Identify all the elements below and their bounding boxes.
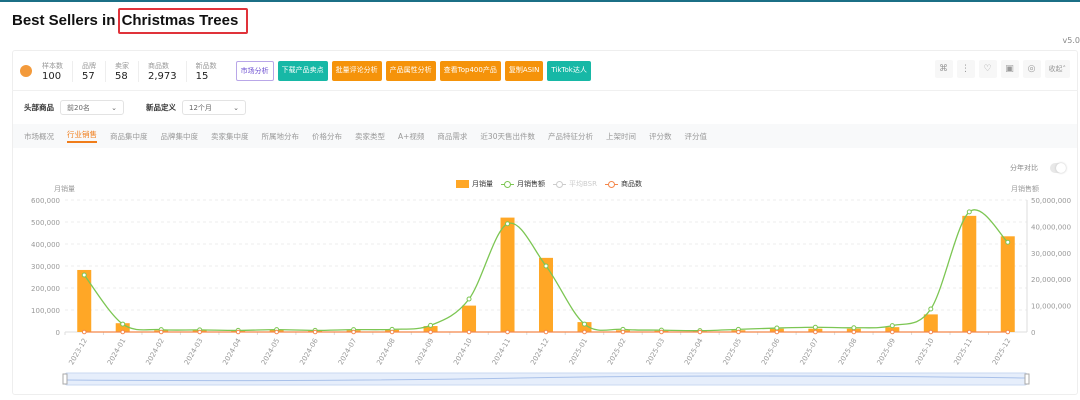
- tab-item[interactable]: 品牌集中度: [160, 131, 199, 141]
- legend-item-count[interactable]: 商品数: [605, 179, 642, 189]
- stat-label: 新品数: [195, 61, 217, 70]
- filters: 头部商品 前20名 ⌄ 新品定义 12个月 ⌄: [24, 100, 262, 115]
- action-button[interactable]: 下载产品卖点: [277, 61, 328, 81]
- legend-item-bsr[interactable]: 平均BSR: [553, 179, 597, 189]
- legend-item-revenue[interactable]: 月销售额: [501, 179, 545, 189]
- tab-item[interactable]: 上架时间: [605, 131, 636, 141]
- page-title: Best Sellers in Christmas Trees: [12, 8, 249, 34]
- tab-item[interactable]: 评分数: [648, 131, 672, 141]
- legend-label: 平均BSR: [569, 180, 597, 188]
- tab-item[interactable]: 商品需求: [437, 131, 468, 141]
- tab-bar: 市场概况 行业销售 商品集中度 品牌集中度 卖家集中度 所属地分布 价格分布 卖家类型 A+视频…: [13, 124, 1077, 148]
- analysis-card: [12, 50, 1078, 395]
- stat-value: 58: [115, 70, 128, 82]
- top-border: [0, 0, 1080, 2]
- action-button[interactable]: TikTok达人: [547, 61, 591, 81]
- stat-item: 品牌 57: [72, 60, 105, 82]
- left-axis-title: 月销量: [54, 185, 75, 193]
- tab-item[interactable]: 行业销售: [67, 129, 97, 143]
- tab-item[interactable]: 近30天售出件数: [480, 131, 535, 141]
- collapse-button[interactable]: 收起 ˄: [1044, 60, 1070, 78]
- new-product-select[interactable]: 12个月 ⌄: [182, 100, 246, 115]
- right-axis-title: 月销售额: [1011, 185, 1039, 193]
- action-button[interactable]: 查看Top400产品: [439, 61, 501, 81]
- title-prefix: Best Sellers in: [12, 12, 120, 29]
- legend-swatch: [456, 180, 469, 188]
- stat-label: 样本数: [42, 61, 63, 70]
- collapse-label: 收起: [1048, 65, 1063, 73]
- divider: [12, 90, 1078, 91]
- tab-item[interactable]: 所属地分布: [261, 131, 300, 141]
- legend-line-icon: [553, 180, 566, 188]
- action-button[interactable]: 产品属性分析: [385, 61, 436, 81]
- stat-value: 57: [82, 70, 95, 82]
- chevron-up-icon: ˄: [1062, 65, 1067, 73]
- tab-item[interactable]: 产品特征分析: [547, 131, 593, 141]
- top-products-label: 头部商品: [24, 103, 54, 112]
- stat-value: 100: [42, 70, 62, 82]
- stat-label: 品牌: [82, 61, 96, 70]
- stat-value: 15: [195, 70, 209, 82]
- stat-item: 新品数 15: [185, 60, 226, 82]
- action-button[interactable]: 批量评论分析: [331, 61, 382, 81]
- stats-bar: 样本数 100 品牌 57 卖家 58 商品数 2,973 新品数 15 市场分析 下载产品卖点 批量…: [20, 58, 591, 84]
- top-products-value: 前20名: [67, 103, 90, 112]
- stat-label: 卖家: [115, 61, 129, 70]
- tab-item[interactable]: 卖家集中度: [211, 131, 249, 141]
- legend-label: 商品数: [621, 180, 642, 188]
- stat-label: 商品数: [148, 61, 169, 70]
- tab-item[interactable]: 卖家类型: [355, 131, 385, 141]
- legend-line-icon: [605, 180, 618, 188]
- action-button[interactable]: 市场分析: [235, 61, 274, 81]
- tab-item[interactable]: 商品集中度: [110, 131, 148, 141]
- stat-item: 商品数 2,973: [138, 60, 186, 82]
- stat-item: 卖家 58: [105, 60, 138, 82]
- legend-label: 月销量: [472, 180, 493, 188]
- stat-item: 样本数 100: [42, 61, 72, 82]
- chart-legend: 月销量 月销售额 平均BSR 商品数: [456, 179, 642, 189]
- legend-label: 月销售额: [517, 180, 545, 188]
- toolbar: ⌘ ⋮ ♡ ▣ ◎ 收起 ˄: [934, 60, 1070, 78]
- tab-item[interactable]: 市场概况: [24, 131, 54, 141]
- new-product-value: 12个月: [189, 103, 212, 112]
- tab-item[interactable]: 价格分布: [312, 131, 342, 141]
- year-compare-label: 分年对比: [1010, 164, 1038, 172]
- heart-icon[interactable]: ♡: [978, 60, 997, 78]
- tab-item[interactable]: A+视频: [398, 131, 425, 141]
- action-button[interactable]: 复制ASIN: [504, 61, 544, 81]
- tab-item[interactable]: 评分值: [684, 131, 707, 141]
- legend-line-icon: [501, 180, 514, 188]
- logo-icon: [20, 65, 32, 77]
- chevron-down-icon: ⌄: [111, 103, 117, 112]
- chevron-down-icon: ⌄: [233, 103, 239, 112]
- top-products-select[interactable]: 前20名 ⌄: [60, 100, 124, 115]
- grid-icon[interactable]: ⌘: [934, 60, 953, 78]
- video-icon[interactable]: ▣: [1000, 60, 1019, 78]
- legend-item-sales[interactable]: 月销量: [456, 179, 493, 189]
- new-product-label: 新品定义: [146, 103, 176, 112]
- year-compare-toggle[interactable]: [1050, 163, 1066, 173]
- category-name-highlight: Christmas Trees: [117, 8, 249, 34]
- version-label: v5.0: [1062, 36, 1080, 45]
- stat-value: 2,973: [148, 70, 177, 82]
- settings-icon[interactable]: ◎: [1022, 60, 1041, 78]
- more-vertical-icon[interactable]: ⋮: [956, 60, 975, 78]
